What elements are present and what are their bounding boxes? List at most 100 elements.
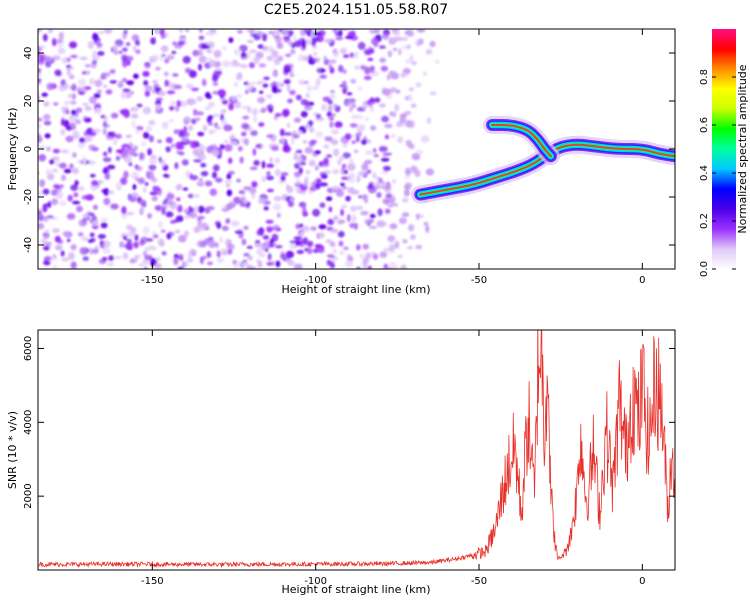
noise-blob <box>139 239 145 246</box>
noise-blob <box>273 29 279 37</box>
noise-blob <box>298 167 303 175</box>
noise-blob <box>212 91 219 95</box>
noise-blob <box>48 29 54 32</box>
noise-blob <box>162 121 169 130</box>
noise-blob <box>52 228 60 233</box>
noise-blob <box>348 177 355 184</box>
noise-blob <box>366 169 372 174</box>
noise-blob <box>356 205 364 210</box>
noise-blob <box>329 67 335 74</box>
noise-blob <box>360 210 369 216</box>
noise-blob <box>355 135 360 143</box>
noise-blob <box>137 177 146 185</box>
noise-blob <box>338 64 344 73</box>
spectrogram-x-axis-label: Height of straight line (km) <box>281 283 430 296</box>
noise-blob <box>312 86 319 90</box>
noise-blob <box>342 152 351 159</box>
x-tick-label: -150 <box>141 275 164 286</box>
noise-blob <box>97 179 104 184</box>
noise-blob <box>382 198 391 205</box>
colorbar-label: Normalized spectral amplitude <box>736 64 749 233</box>
noise-blob <box>261 78 266 85</box>
noise-blob <box>63 168 72 174</box>
noise-blob <box>220 248 228 256</box>
noise-blob <box>104 173 110 180</box>
noise-blob <box>250 130 258 137</box>
noise-blob <box>82 70 86 75</box>
noise-blob <box>110 112 119 119</box>
noise-blob <box>52 264 58 269</box>
noise-blob <box>295 239 300 247</box>
noise-blob <box>173 129 180 135</box>
noise-blob <box>240 52 247 58</box>
noise-blob <box>165 146 171 153</box>
noise-blob <box>42 33 48 42</box>
noise-blob <box>373 153 379 158</box>
noise-blob <box>41 238 47 246</box>
noise-blob <box>157 238 165 246</box>
noise-blob <box>359 253 365 260</box>
noise-blob <box>405 139 413 147</box>
noise-blob <box>133 241 139 249</box>
noise-blob <box>172 41 177 46</box>
colorbar-tick-label: 0.6 <box>699 117 710 133</box>
noise-blob <box>381 115 389 123</box>
noise-blob <box>39 54 44 62</box>
noise-blob <box>362 243 370 250</box>
noise-blob <box>297 53 305 62</box>
noise-blob <box>408 87 415 92</box>
noise-blob <box>250 32 256 37</box>
noise-blob <box>119 241 124 248</box>
noise-blob <box>363 75 372 81</box>
noise-blob <box>366 139 372 144</box>
noise-blob <box>299 231 305 237</box>
noise-blob <box>208 115 214 119</box>
noise-blob <box>320 68 326 73</box>
noise-blob <box>279 128 285 137</box>
x-tick-label: -100 <box>304 275 327 286</box>
noise-blob <box>237 30 243 34</box>
noise-blob <box>340 208 344 216</box>
noise-blob <box>243 138 249 146</box>
noise-blob <box>343 246 349 251</box>
noise-blob <box>117 83 124 88</box>
noise-blob <box>286 122 291 128</box>
noise-blob <box>155 255 161 263</box>
noise-blob <box>401 212 410 217</box>
noise-blob <box>332 248 338 254</box>
snr-y-axis-label: SNR (10 * v/v) <box>6 411 19 489</box>
noise-blob <box>319 74 328 79</box>
noise-blob <box>327 104 333 113</box>
noise-blob <box>280 137 285 144</box>
noise-blob <box>192 49 199 57</box>
y-tick-label: 40 <box>23 47 34 60</box>
noise-blob <box>177 204 183 213</box>
noise-blob <box>120 91 127 100</box>
noise-blob <box>241 131 247 137</box>
noise-blob <box>176 197 181 202</box>
noise-blob <box>69 74 75 80</box>
noise-blob <box>323 170 332 174</box>
noise-blob <box>119 148 128 156</box>
noise-blob <box>342 143 348 148</box>
noise-blob <box>312 44 318 50</box>
noise-blob <box>185 170 191 179</box>
noise-blob <box>233 82 239 87</box>
noise-blob <box>302 237 308 245</box>
noise-blob <box>63 100 71 106</box>
noise-blob <box>411 153 421 161</box>
noise-blob <box>329 121 334 128</box>
noise-blob <box>184 261 189 267</box>
noise-blob <box>367 57 374 62</box>
noise-blob <box>147 213 153 219</box>
noise-blob <box>43 216 49 223</box>
noise-blob <box>202 124 208 132</box>
noise-blob <box>147 148 153 156</box>
noise-blob <box>54 38 64 44</box>
noise-blob <box>184 214 190 220</box>
noise-blob <box>126 246 133 251</box>
noise-blob <box>198 42 206 50</box>
noise-blob <box>69 163 74 169</box>
noise-blob <box>130 171 139 180</box>
